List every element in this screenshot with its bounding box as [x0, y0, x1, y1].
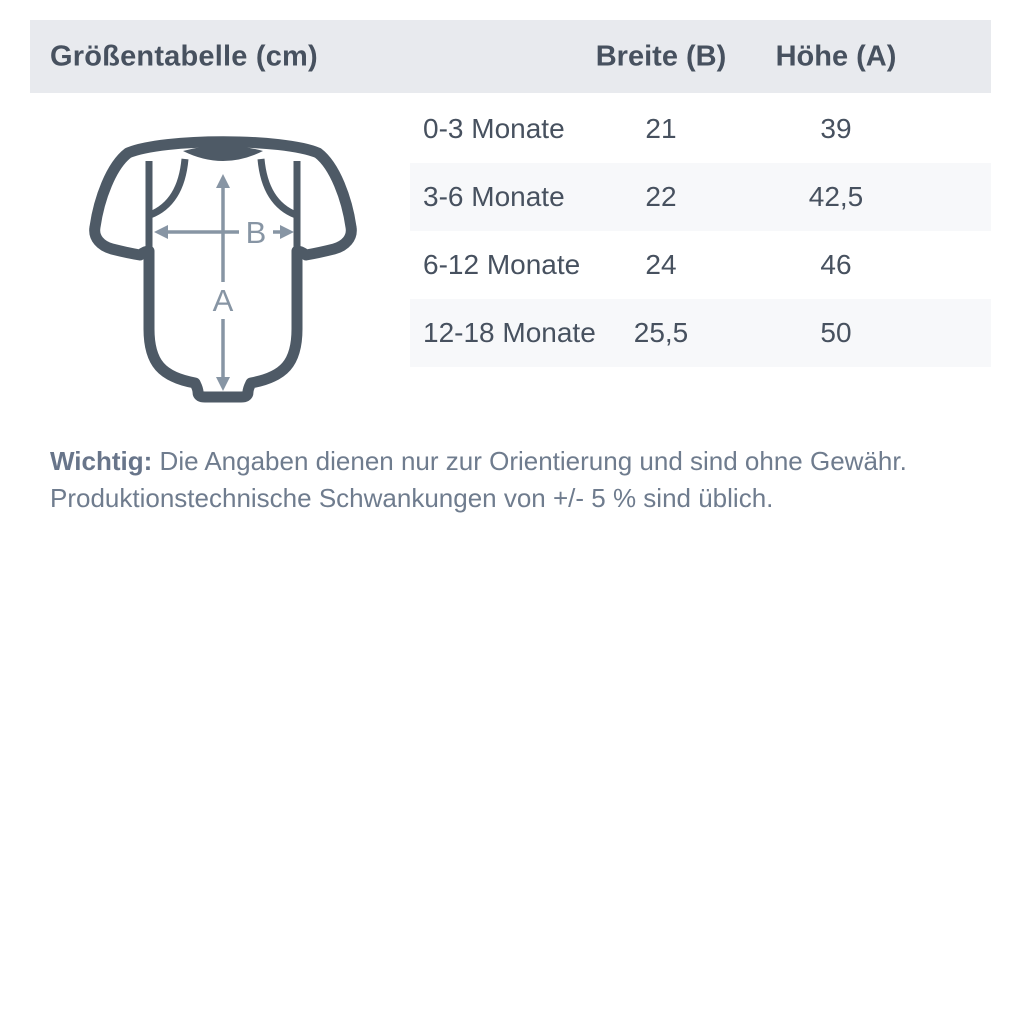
- disclaimer-text-1: Die Angaben dienen nur zur Orientierung …: [152, 446, 907, 476]
- disclaimer-line-2: Produktionstechnische Schwankungen von +…: [50, 483, 774, 513]
- table-row: 12-18 Monate 25,5 50: [410, 299, 991, 367]
- table-row: 0-3 Monate 21 39: [410, 95, 991, 163]
- width-label: B: [246, 215, 267, 250]
- size-cell: 0-3 Monate: [423, 113, 565, 144]
- neckline-icon: [183, 145, 263, 161]
- breite-cell: 21: [645, 113, 677, 144]
- hoehe-cell: 42,5: [808, 181, 864, 212]
- size-cell: 3-6 Monate: [423, 181, 565, 212]
- breite-cell: 25,5: [633, 317, 689, 348]
- shoulder-flap-right: [257, 158, 298, 219]
- size-table-title: Größentabelle (cm): [50, 40, 318, 72]
- size-table-header: Größentabelle (cm) Breite (B) Höhe (A): [30, 20, 991, 93]
- size-table-rows: 0-3 Monate 21 39 3-6 Monate 22 42,5 6-12…: [410, 95, 991, 367]
- table-row: 3-6 Monate 22 42,5: [410, 163, 991, 231]
- table-row: 6-12 Monate 24 46: [410, 231, 991, 299]
- column-header-breite: Breite (B): [595, 40, 727, 72]
- shoulder-flap-left: [148, 158, 189, 219]
- size-cell: 12-18 Monate: [423, 317, 596, 348]
- hoehe-cell: 39: [820, 113, 852, 144]
- breite-cell: 22: [645, 181, 677, 212]
- height-label: A: [213, 283, 234, 318]
- hoehe-cell: 46: [820, 249, 852, 280]
- size-cell: 6-12 Monate: [423, 249, 581, 280]
- disclaimer-label: Wichtig:: [50, 446, 153, 476]
- width-arrow-icon: [154, 225, 294, 239]
- column-header-hoehe: Höhe (A): [775, 40, 897, 72]
- bodysuit-measurement-diagram: A B: [89, 136, 357, 403]
- hoehe-cell: 50: [820, 317, 852, 348]
- breite-cell: 24: [645, 249, 677, 280]
- disclaimer-note: Wichtig: Die Angaben dienen nur zur Orie…: [50, 443, 980, 517]
- disclaimer-line-1: Wichtig: Die Angaben dienen nur zur Orie…: [50, 443, 980, 480]
